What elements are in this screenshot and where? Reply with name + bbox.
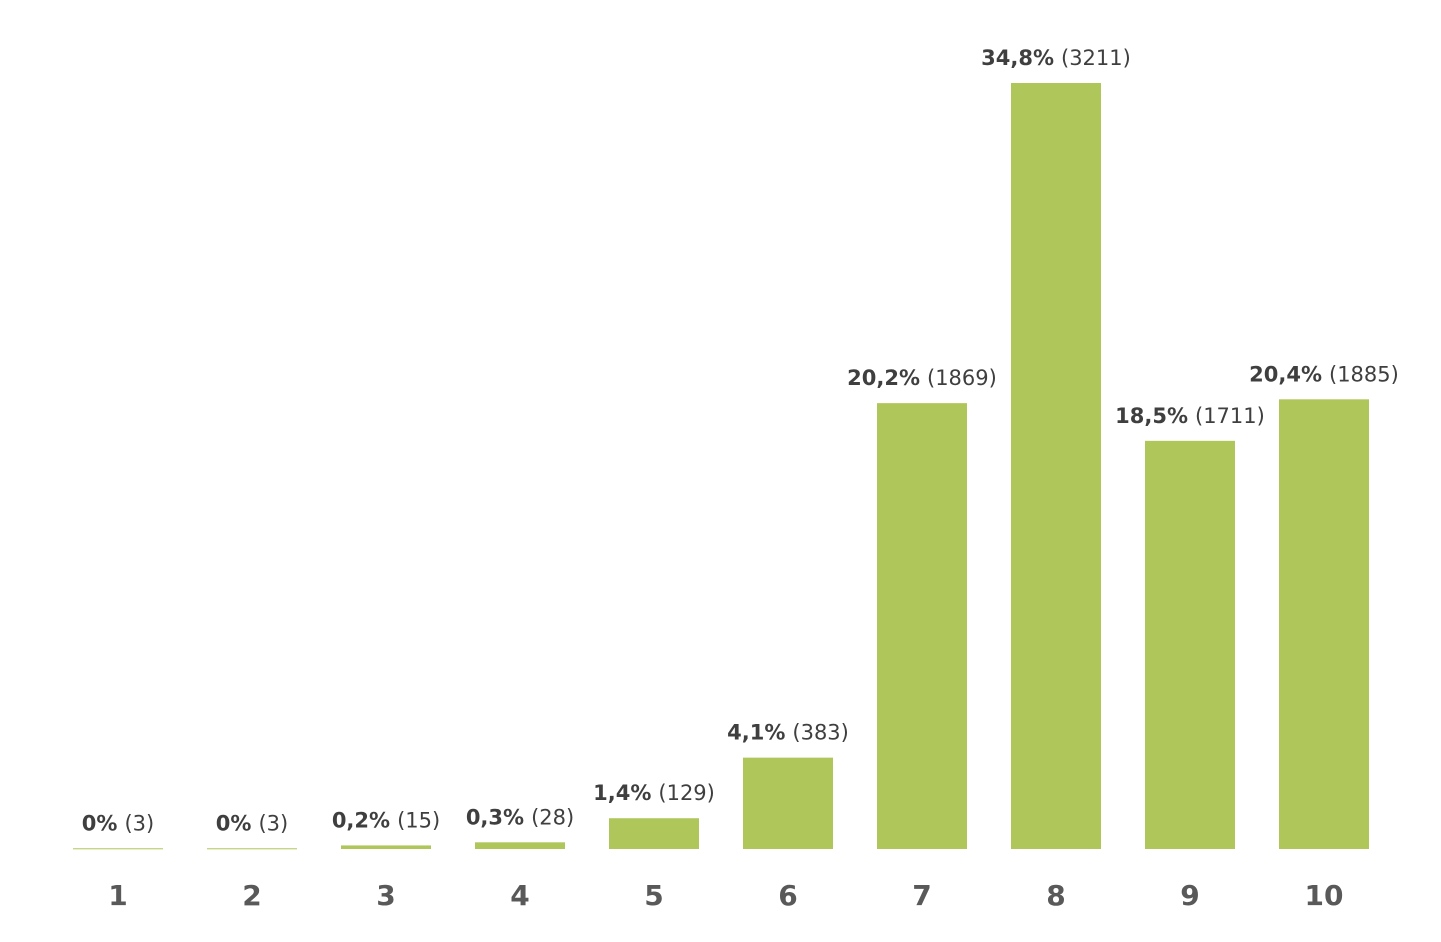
data-label: 18,5% (1711) [1115, 404, 1265, 428]
share-label: 0,2% [332, 808, 390, 832]
bar [73, 848, 163, 850]
share-label: 4,1% [727, 721, 785, 745]
bar [1145, 440, 1235, 849]
x-tick-label: 7 [912, 879, 931, 912]
count-label: (1869) [927, 366, 997, 390]
share-label: 0% [82, 811, 118, 835]
x-tick-label: 4 [510, 879, 529, 912]
x-tick-label: 3 [376, 879, 395, 912]
share-label: 0,3% [466, 805, 524, 829]
count-label: (129) [658, 781, 714, 805]
bar [475, 842, 565, 849]
share-label: 20,2% [847, 366, 920, 390]
bar [609, 818, 699, 849]
x-tick-label: 8 [1046, 879, 1065, 912]
count-label: (383) [792, 721, 848, 745]
data-label: 0% (3) [82, 811, 154, 835]
bar [877, 403, 967, 849]
share-label: 0% [216, 811, 252, 835]
bar [743, 757, 833, 849]
data-label: 0,2% (15) [332, 808, 440, 832]
share-label: 20,4% [1249, 362, 1322, 386]
data-label: 34,8% (3211) [981, 46, 1131, 70]
data-label: 0,3% (28) [466, 805, 574, 829]
data-label: 20,2% (1869) [847, 366, 997, 390]
data-label: 4,1% (383) [727, 721, 849, 745]
count-label: (3) [124, 811, 154, 835]
x-tick-label: 1 [108, 879, 127, 912]
data-label: 1,4% (129) [593, 781, 715, 805]
count-label: (3) [258, 811, 288, 835]
share-label: 34,8% [981, 46, 1054, 70]
bar [341, 845, 431, 849]
count-label: (1711) [1195, 404, 1265, 428]
count-label: (3211) [1061, 46, 1131, 70]
x-tick-label: 10 [1305, 879, 1344, 912]
bar [1279, 399, 1369, 849]
count-label: (15) [397, 808, 440, 832]
bar [207, 848, 297, 850]
share-label: 1,4% [593, 781, 651, 805]
share-label: 18,5% [1115, 404, 1188, 428]
x-tick-label: 2 [242, 879, 261, 912]
data-label: 0% (3) [216, 811, 288, 835]
count-label: (28) [531, 805, 574, 829]
x-tick-label: 9 [1180, 879, 1199, 912]
data-label: 20,4% (1885) [1249, 362, 1399, 386]
count-label: (1885) [1329, 362, 1399, 386]
x-tick-label: 6 [778, 879, 797, 912]
bar [1011, 83, 1101, 849]
x-tick-label: 5 [644, 879, 663, 912]
